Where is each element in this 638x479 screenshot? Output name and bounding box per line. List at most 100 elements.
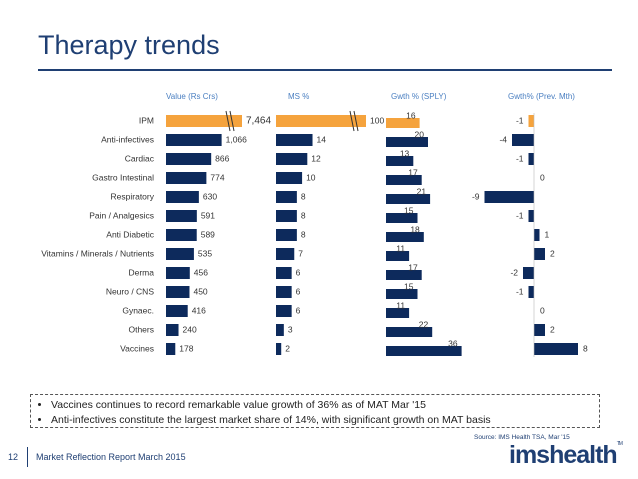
bar-s0-5 (166, 210, 197, 222)
footer-report-title: Market Reflection Report March 2015 (36, 452, 186, 462)
takeaway-anti-infectives: Anti-infectives constitute the largest m… (51, 414, 591, 427)
bar-s1-0 (276, 115, 366, 127)
value-label-s0-4: 630 (203, 191, 217, 201)
value-label-s1-8: 6 (296, 267, 301, 277)
category-label-2: Cardiac (125, 153, 155, 163)
bar-s3-9 (528, 286, 534, 298)
ims-health-logo: imshealthTM (509, 441, 623, 470)
bar-s3-12 (534, 343, 578, 355)
bar-s3-2 (528, 153, 534, 165)
axis-break-a-s1 (349, 110, 355, 132)
axis-break-b-s1 (353, 110, 359, 132)
value-label-s1-6: 8 (301, 229, 306, 239)
bar-s2-4 (386, 194, 431, 204)
bar-s3-4 (484, 191, 534, 203)
value-label-s1-7: 7 (298, 248, 303, 258)
bar-s2-12 (386, 346, 462, 356)
value-label-s0-11: 240 (183, 324, 197, 334)
value-label-s2-2: 13 (400, 148, 410, 158)
bar-s2-5 (386, 213, 418, 223)
value-label-s1-9: 6 (296, 286, 301, 296)
bar-s3-6 (534, 229, 540, 241)
bar-s2-8 (386, 270, 422, 280)
logo-trademark: TM (616, 441, 623, 447)
category-label-0: IPM (139, 115, 154, 125)
bar-s2-7 (386, 251, 410, 261)
value-label-s0-0: 7,464 (246, 116, 271, 127)
page-number: 12 (8, 452, 19, 462)
value-label-s3-6: 1 (545, 229, 550, 239)
bar-s2-10 (386, 308, 410, 318)
category-label-5: Pain / Analgesics (89, 210, 154, 220)
bar-s1-11 (276, 324, 284, 336)
value-label-s0-2: 866 (215, 153, 229, 163)
value-label-s3-1: -4 (499, 134, 507, 144)
footer-divider (27, 447, 28, 467)
value-label-s1-2: 12 (311, 153, 321, 163)
bar-s3-1 (512, 134, 534, 146)
value-label-s2-9: 15 (404, 281, 414, 291)
bar-s3-8 (523, 267, 534, 279)
category-label-7: Vitamins / Minerals / Nutrients (41, 248, 154, 258)
value-label-s1-0: 100 (370, 115, 384, 125)
bar-s0-8 (166, 267, 190, 279)
value-label-s0-3: 774 (210, 172, 224, 182)
axis-break-a-s0 (225, 110, 231, 132)
bar-s3-11 (534, 324, 545, 336)
bar-s2-0 (386, 118, 420, 128)
bar-s0-6 (166, 229, 197, 241)
bar-s2-9 (386, 289, 418, 299)
bar-s3-5 (528, 210, 534, 222)
value-label-s1-3: 10 (306, 172, 316, 182)
bar-s1-10 (276, 305, 292, 317)
category-label-12: Vaccines (120, 343, 154, 353)
value-label-s3-11: 2 (550, 324, 555, 334)
bar-s1-6 (276, 229, 297, 241)
value-label-s1-5: 8 (301, 210, 306, 220)
value-label-s2-11: 22 (419, 319, 429, 329)
value-label-s0-5: 591 (201, 210, 215, 220)
value-label-s3-4: -9 (472, 191, 480, 201)
series-header-2: Gwth % (SPLY) (391, 92, 447, 101)
bar-s0-9 (166, 286, 190, 298)
value-label-s2-7: 11 (396, 243, 405, 253)
bar-s0-7 (166, 248, 194, 260)
bar-s2-3 (386, 175, 422, 185)
value-label-s3-8: -2 (510, 267, 518, 277)
bar-s2-6 (386, 232, 424, 242)
bar-s1-12 (276, 343, 282, 355)
bar-s1-7 (276, 248, 295, 260)
value-label-s2-3: 17 (408, 167, 418, 177)
value-label-s0-12: 178 (179, 343, 193, 353)
value-label-s3-10: 0 (540, 305, 545, 315)
bar-s1-3 (276, 172, 303, 184)
series-header-0: Value (Rs Crs) (166, 92, 218, 101)
series-header-1: MS % (288, 92, 309, 101)
bar-s0-11 (166, 324, 179, 336)
value-label-s2-8: 17 (408, 262, 418, 272)
bar-s0-1 (166, 134, 222, 146)
value-label-s0-7: 535 (198, 248, 212, 258)
value-label-s0-9: 450 (193, 286, 207, 296)
value-label-s3-12: 8 (583, 343, 588, 353)
bar-s1-5 (276, 210, 297, 222)
value-label-s0-8: 456 (194, 267, 208, 277)
source-note: Source: IMS Health TSA, Mar '15 (474, 434, 570, 441)
key-takeaways-box: Vaccines continues to record remarkable … (30, 394, 600, 428)
value-label-s3-9: -1 (516, 286, 524, 296)
value-label-s2-4: 21 (417, 186, 427, 196)
bar-s2-1 (386, 137, 428, 147)
bar-s0-10 (166, 305, 188, 317)
bar-s0-3 (166, 172, 207, 184)
value-label-s3-5: -1 (516, 210, 524, 220)
value-label-s2-12: 36 (448, 338, 458, 348)
bar-s2-11 (386, 327, 433, 337)
value-label-s2-5: 15 (404, 205, 414, 215)
category-label-6: Anti Diabetic (106, 229, 154, 239)
bar-s1-1 (276, 134, 313, 146)
value-label-s3-3: 0 (540, 172, 545, 182)
value-label-s1-11: 3 (288, 324, 293, 334)
value-label-s0-1: 1,066 (226, 134, 248, 144)
category-label-1: Anti-infectives (101, 134, 154, 144)
